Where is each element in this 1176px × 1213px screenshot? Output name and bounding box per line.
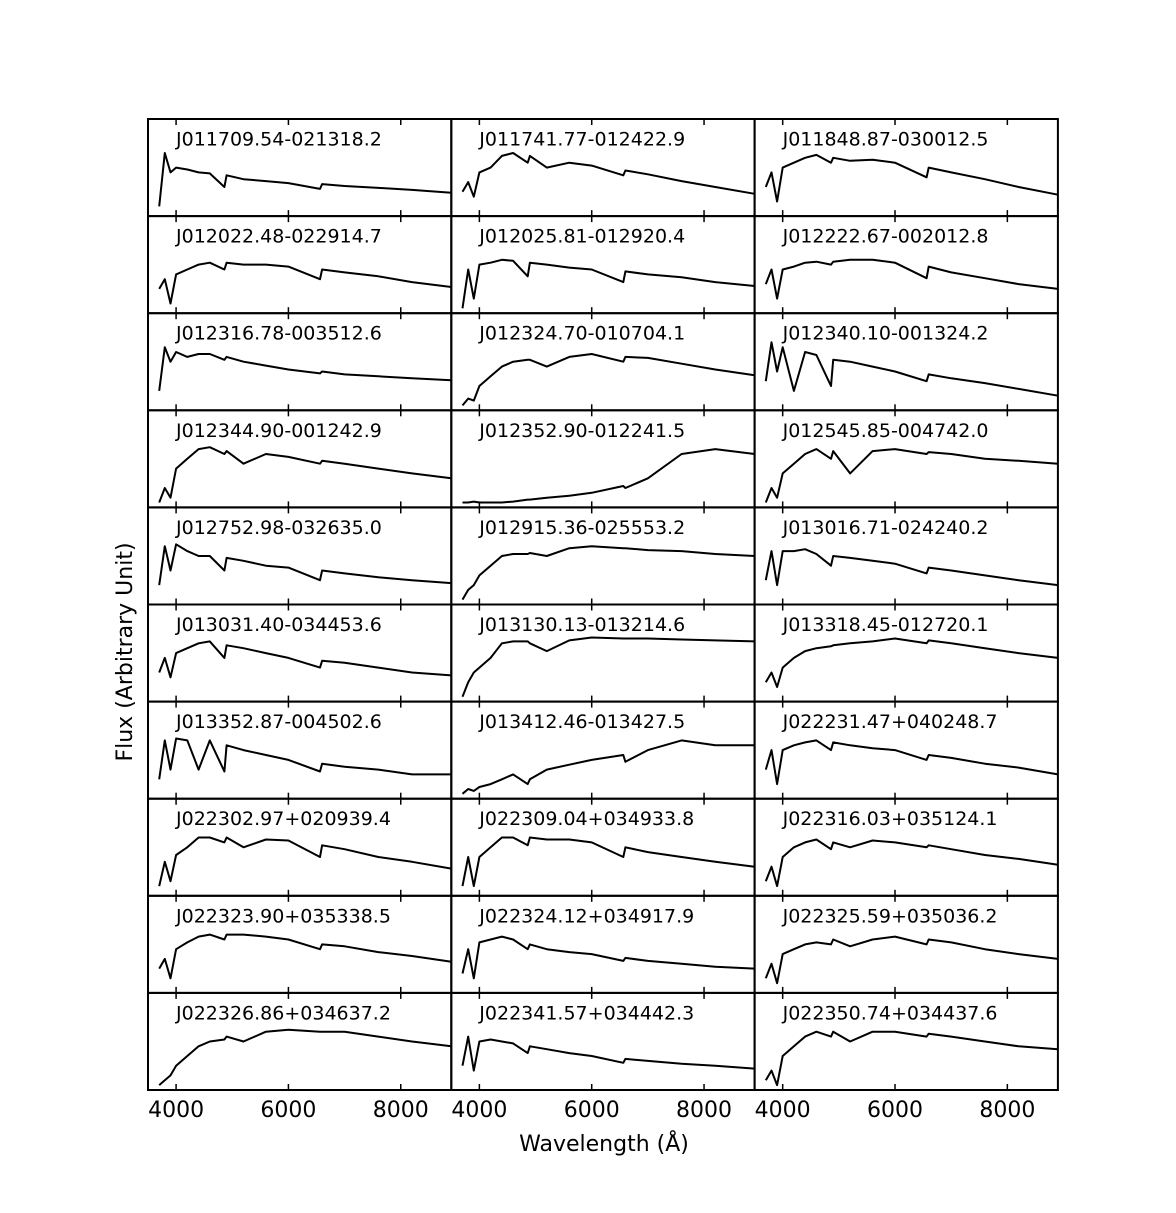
spectrum-line [158, 933, 452, 980]
spectrum-line [461, 739, 755, 795]
spectrum-line [764, 1030, 1058, 1087]
panel-title: J022350.74+034437.6 [782, 1002, 998, 1024]
x-axis-label: Wavelength (Å) [519, 1130, 689, 1157]
spectrum-line [158, 346, 452, 392]
x-tick-label: 8000 [373, 1098, 429, 1123]
spectrum-line [461, 1035, 755, 1072]
panel-title: J012352.90-012241.5 [478, 420, 685, 442]
y-axis-label: Flux (Arbitrary Unit) [113, 542, 138, 761]
spectrum-line [158, 543, 452, 586]
panel-title: J011741.77-012422.9 [478, 129, 685, 151]
panel-title: J012752.98-032635.0 [175, 517, 382, 539]
x-tick-label: 6000 [564, 1098, 620, 1123]
panel-title: J012344.90-001242.9 [175, 420, 382, 442]
spectrum-line [764, 548, 1059, 587]
panel-title: J022302.97+020939.4 [175, 808, 391, 830]
spectrum-line [461, 836, 755, 888]
panel-title: J012022.48-022914.7 [175, 226, 382, 248]
x-tick-label: 6000 [260, 1098, 316, 1123]
panel-title: J012340.10-001324.2 [782, 323, 989, 345]
panel-title: J011709.54-021318.2 [175, 129, 382, 151]
spectrum-line [461, 152, 755, 198]
panel-frame [753, 991, 1059, 1092]
spectrum-line [158, 446, 452, 503]
x-tick-label: 8000 [979, 1098, 1035, 1123]
spectrum-line [764, 258, 1059, 300]
spectrum-line [158, 737, 452, 780]
panel-title: J022323.90+035338.5 [175, 905, 391, 927]
panel-title: J012324.70-010704.1 [478, 323, 685, 345]
panel-title: J012915.36-025553.2 [478, 517, 685, 539]
spectrum-line [764, 935, 1059, 985]
spectrum-line [764, 838, 1059, 888]
spectrum-line [158, 152, 452, 207]
panel-title: J022324.12+034917.9 [478, 905, 694, 927]
spectrum-line [158, 836, 452, 887]
panel-title: J012545.85-004742.0 [782, 420, 989, 442]
panel-title: J012316.78-003512.6 [175, 323, 382, 345]
spectrum-line [461, 935, 755, 980]
panel-title: J013031.40-034453.6 [175, 614, 382, 636]
x-tick-label: 6000 [867, 1098, 923, 1123]
panel-title: J013016.71-024240.2 [782, 517, 989, 539]
panel-title: J013352.87-004502.6 [175, 711, 382, 733]
spectrum-line [158, 261, 452, 305]
spectrum-line [461, 258, 755, 309]
spectrum-line [158, 1028, 452, 1086]
spectrum-line [461, 353, 755, 407]
spectrum-line [158, 640, 452, 679]
panel-title: J011848.87-030012.5 [782, 129, 989, 151]
panel-title: J022326.86+034637.2 [175, 1002, 391, 1024]
x-tick-label: 8000 [676, 1098, 732, 1123]
panel-title: J013130.13-013214.6 [478, 614, 685, 636]
panel-title: J022309.04+034933.8 [478, 808, 694, 830]
spectrum-line [764, 448, 1058, 503]
panel-title: J012222.67-002012.8 [782, 226, 989, 248]
panel-title: J022231.47+040248.7 [782, 711, 998, 733]
panel-title: J022341.57+034442.3 [478, 1002, 694, 1024]
panel-title: J013412.46-013427.5 [478, 711, 685, 733]
x-tick-label: 4000 [755, 1098, 811, 1123]
spectrum-line [764, 637, 1059, 688]
panel-title: J012025.81-012920.4 [478, 226, 685, 248]
panel-title: J013318.45-012720.1 [782, 614, 989, 636]
spectrum-line [764, 739, 1059, 786]
panel-title: J022325.59+035036.2 [782, 905, 998, 927]
spectrum-line [764, 153, 1059, 203]
spectrum-line [764, 341, 1059, 397]
spectrum-line [461, 636, 755, 698]
x-tick-label: 4000 [148, 1098, 204, 1123]
spectrum-line [461, 545, 755, 601]
panel-title: J022316.03+035124.1 [782, 808, 998, 830]
x-tick-label: 4000 [451, 1098, 507, 1123]
spectrum-line [462, 448, 755, 504]
